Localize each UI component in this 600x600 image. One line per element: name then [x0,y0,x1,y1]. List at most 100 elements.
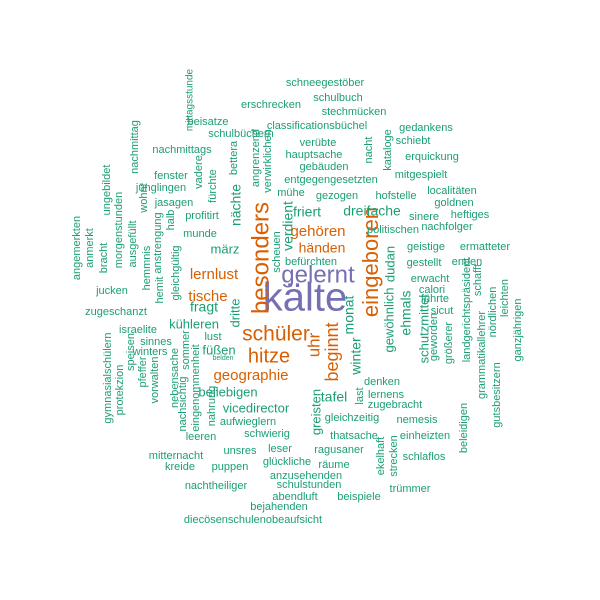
cloud-word: israelite [119,324,157,336]
cloud-word: verwirklichen [262,129,274,193]
cloud-word: schafft [472,264,484,296]
cloud-word: protekzion [114,365,126,416]
cloud-word: nemesis [397,414,438,426]
cloud-word: scheuen [271,231,283,273]
cloud-word: beliebigen [198,384,257,399]
cloud-word: erwacht [411,273,450,285]
cloud-word: pfeffer [137,356,149,387]
cloud-word: vorwalten [149,356,161,403]
cloud-word: schutzmittel [416,295,431,364]
cloud-word: leser [268,443,292,455]
cloud-word: tafel [321,389,347,405]
cloud-word: schneegestöber [286,77,365,89]
cloud-word: ehmals [398,290,414,335]
cloud-word: diecösenschulenobeaufsicht [184,514,322,526]
cloud-word: halb [165,210,177,231]
cloud-word: dudan [382,246,397,282]
cloud-word: sinere [409,211,439,223]
cloud-word: erquickung [405,151,459,163]
cloud-word: schiebt [396,135,431,147]
cloud-word: ragusaner [314,444,364,456]
cloud-word: entgegengesetzten [284,174,378,186]
cloud-word: leichten [499,279,511,317]
cloud-word: stechmücken [322,106,387,118]
cloud-word: nächte [228,184,244,226]
cloud-word: mitternacht [149,450,203,462]
cloud-word: speisen [125,333,137,371]
cloud-word: tische [188,288,227,305]
cloud-word: händen [299,240,346,256]
cloud-word: winters [132,346,168,358]
cloud-word: gleichzeitig [325,412,379,424]
cloud-word: localitäten [427,185,477,197]
cloud-word: dritte [227,299,242,328]
cloud-word: bejahenden [250,501,308,513]
cloud-word: winter [348,337,364,376]
cloud-word: gehören [290,223,345,240]
cloud-word: lust [204,331,221,343]
cloud-word: belden [212,355,233,362]
cloud-word: enden [452,256,483,268]
cloud-word: gedankens [399,122,453,134]
cloud-word: geworden [428,313,440,361]
cloud-word: nebensache [169,348,181,408]
cloud-word: einheizten [400,430,450,442]
cloud-word: kühleren [169,316,219,331]
cloud-word: gebäuden [300,161,349,173]
cloud-word: heftiges [451,209,490,221]
cloud-word: schwierig [244,428,290,440]
cloud-word: verübte [300,137,337,149]
cloud-word: landgerichtspräsident [461,258,473,363]
cloud-word: gezogen [316,190,358,202]
cloud-word: ganzjährigen [512,299,524,362]
cloud-word: abendluft [272,491,317,503]
cloud-word: gleichgültig [170,245,182,300]
cloud-word: jucken [95,285,128,297]
cloud-word: grammatikallehrer [476,311,488,399]
cloud-word: munde [183,228,217,240]
cloud-word: puppen [212,461,249,473]
cloud-word: jasagen [154,197,194,209]
cloud-word: hemmnis [141,245,153,290]
cloud-word: beispiele [337,491,380,503]
cloud-word: schlaflos [403,451,446,463]
cloud-word: gelernt [281,261,355,288]
cloud-word: kälte [263,276,348,320]
cloud-word: verdient [280,201,296,251]
cloud-word: denken [364,376,400,388]
cloud-word: aufwieglern [220,416,276,428]
cloud-word: schulbuch [313,92,363,104]
cloud-word: goldnen [434,197,473,209]
cloud-word: hitze [248,345,290,367]
cloud-word: fragt [190,299,218,315]
cloud-word: zugeschanzt [85,306,147,318]
cloud-word: beleidigen [458,403,470,453]
cloud-word: hauptsache [286,149,343,161]
cloud-word: fürchte [207,169,219,203]
cloud-word: classificationsbüchel [267,120,367,132]
cloud-word: unsres [223,445,257,457]
cloud-word: eingeboren [358,207,383,317]
cloud-word: führte [421,293,449,305]
cloud-word: sicut [431,305,454,317]
cloud-word: mitgespielt [395,169,448,181]
cloud-word: lernens [368,389,405,401]
cloud-word: uhr [304,332,323,357]
cloud-word: gutsbesitzern [491,362,503,427]
cloud-word: nahrung [206,386,218,426]
cloud-word: bracht [98,243,110,274]
cloud-word: räume [318,459,349,471]
cloud-word: schulbüchern [208,128,273,140]
cloud-word: fenster [154,170,188,182]
cloud-word: angrenzend [250,129,262,187]
cloud-word: nachsichtig [177,376,189,431]
cloud-word: sinnes [140,336,172,348]
cloud-word: besonders [247,202,274,314]
cloud-word: vicedirector [223,400,290,415]
cloud-word: glückliche [263,456,311,468]
cloud-word: calori [419,284,445,296]
cloud-word: friert [293,204,321,220]
cloud-word: größerer [443,322,455,365]
cloud-word: nachmittags [152,144,212,156]
